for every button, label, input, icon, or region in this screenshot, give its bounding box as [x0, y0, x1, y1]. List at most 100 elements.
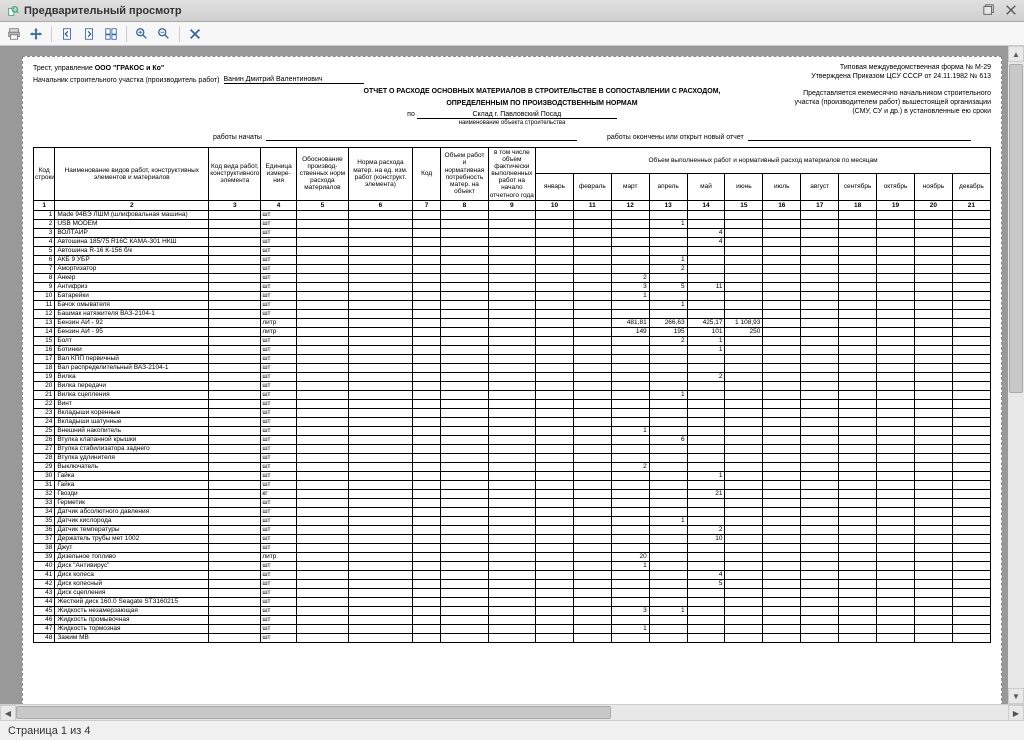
table-row: 18Вал распределительный ВАЗ-2104-1шт: [34, 363, 991, 372]
table-row: 1Made 94ВЭ ЛШМ (шлифовальная машина)шт: [34, 210, 991, 219]
col-month: август: [801, 174, 839, 201]
table-row: 47Жидкость тормознаяшт1: [34, 624, 991, 633]
col-months-header: Объем выполненных работ и нормативный ра…: [536, 147, 991, 173]
window-title: Предварительный просмотр: [24, 5, 982, 17]
table-row: 7Амортизаторшт2: [34, 264, 991, 273]
table-row: 38Джутшт: [34, 543, 991, 552]
table-row: 17Вал КПП первичныйшт: [34, 354, 991, 363]
col-number: 19: [877, 200, 915, 210]
col-month: июль: [763, 174, 801, 201]
col-number: 14: [687, 200, 725, 210]
col-ed: Единица измере- ния: [261, 147, 297, 200]
zoom-out-button[interactable]: [154, 24, 174, 44]
report-title-1: ОТЧЕТ О РАСХОДЕ ОСНОВНЫХ МАТЕРИАЛОВ В СТ…: [253, 88, 831, 96]
col-number: 15: [725, 200, 763, 210]
by-value: Склад г. Павловский Посад: [417, 111, 617, 119]
col-month: декабрь: [952, 174, 990, 201]
table-row: 37Держатель трубы мет 1002шт10: [34, 534, 991, 543]
header-note: участка (производителем работ) вышестоящ…: [794, 98, 991, 107]
scroll-down-arrow[interactable]: ▼: [1008, 688, 1024, 704]
table-row: 19Вилкашт2: [34, 372, 991, 381]
works-started-label: работы начаты: [213, 134, 262, 141]
table-row: 48Зажим МВшт: [34, 633, 991, 642]
col-number: 3: [209, 200, 261, 210]
app-icon: [6, 4, 20, 18]
table-row: 30Гайкашт1: [34, 471, 991, 480]
titlebar-buttons: [982, 4, 1018, 18]
table-row: 33Герметикшт: [34, 498, 991, 507]
col-rowno: Код строки: [34, 147, 55, 200]
col-number: 1: [34, 200, 55, 210]
hscroll-thumb[interactable]: [16, 706, 611, 719]
vscroll-thumb[interactable]: [1009, 64, 1023, 393]
table-row: 4Автошина 185/75 R16С КАМА-301 НКШшт4: [34, 237, 991, 246]
col-month: октябрь: [877, 174, 915, 201]
hscroll-track[interactable]: [16, 705, 1008, 720]
col-month: июнь: [725, 174, 763, 201]
toolbar: [0, 22, 1024, 46]
preview-window: Предварительный просмотр ▲ ▼: [0, 0, 1024, 740]
table-row: 45Жидкость незамерзающаяшт31: [34, 606, 991, 615]
header-note: Представляется ежемесячно начальником ст…: [794, 89, 991, 98]
table-row: 43Диск сцепленияшт: [34, 588, 991, 597]
scroll-up-arrow[interactable]: ▲: [1008, 46, 1024, 62]
col-number: 11: [573, 200, 611, 210]
table-row: 41Диск колесашт4: [34, 570, 991, 579]
table-row: 3ВОЛТАЙРшт4: [34, 228, 991, 237]
col-number: 21: [952, 200, 990, 210]
scroll-right-arrow[interactable]: ▶: [1008, 705, 1024, 721]
close-button[interactable]: [1004, 4, 1018, 18]
move-button[interactable]: [26, 24, 46, 44]
col-number: 8: [441, 200, 488, 210]
by-sub: наименование объекта строительства: [33, 120, 991, 126]
multi-page-button[interactable]: [101, 24, 121, 44]
col-name: Наименование видов работ, конструктивных…: [55, 147, 209, 200]
foreman-value: Ванин Дмитрий Валентинович: [224, 76, 364, 84]
report-title-2: ОПРЕДЕЛЕННЫМ ПО ПРОИЗВОДСТВЕННЫМ НОРМАМ: [253, 100, 831, 108]
scroll-left-arrow[interactable]: ◀: [0, 705, 16, 721]
header-right: Типовая междуведомственная форма № М-29 …: [794, 63, 991, 116]
table-row: 10Батарейкишт1: [34, 291, 991, 300]
table-body: 1Made 94ВЭ ЛШМ (шлифовальная машина)шт2U…: [34, 210, 991, 642]
print-button[interactable]: [4, 24, 24, 44]
zoom-in-button[interactable]: [132, 24, 152, 44]
close-preview-button[interactable]: [185, 24, 205, 44]
table-row: 44Жесткий диск 160.0 Seagate ST3160215шт: [34, 597, 991, 606]
table-row: 25Внешний накопительшт1: [34, 426, 991, 435]
col-number: 5: [296, 200, 348, 210]
statusbar: Страница 1 из 4: [0, 720, 1024, 740]
table-row: 22Винтшт: [34, 399, 991, 408]
preview-viewport[interactable]: ▲ ▼ Типовая междуведомственная форма № М…: [0, 46, 1024, 704]
prev-page-button[interactable]: [57, 24, 77, 44]
works-ended-value: [748, 132, 971, 141]
table-row: 40Диск "Антивирус"шт1: [34, 561, 991, 570]
vertical-scrollbar[interactable]: ▲ ▼: [1008, 46, 1024, 704]
next-page-button[interactable]: [79, 24, 99, 44]
header-note: (СМУ, СУ и др.) в установленные ею сроки: [794, 107, 991, 116]
col-month: ноябрь: [914, 174, 952, 201]
table-row: 13Бензин АИ - 92литр481,81266,63425,171 …: [34, 318, 991, 327]
horizontal-scrollbar[interactable]: ◀ ▶: [0, 704, 1024, 720]
table-row: 23Вкладыши коренныешт: [34, 408, 991, 417]
report-table: Код строки Наименование видов работ, кон…: [33, 147, 991, 643]
trust-label: Трест, управление: [33, 65, 93, 72]
col-number: 18: [839, 200, 877, 210]
titlebar: Предварительный просмотр: [0, 0, 1024, 22]
restore-button[interactable]: [982, 4, 996, 18]
table-row: 6АКБ 9 УБРшт1: [34, 255, 991, 264]
table-row: 42Диск колесныйшт5: [34, 579, 991, 588]
col-ob: Обоснование производ- ственных норм расх…: [296, 147, 348, 200]
col-month: март: [611, 174, 649, 201]
table-row: 36Датчик температурышт2: [34, 525, 991, 534]
col-month: сентябрь: [839, 174, 877, 201]
table-row: 21Вилка сцепленияшт1: [34, 390, 991, 399]
col-kv: Код вида работ, конструктивного элемента: [209, 147, 261, 200]
works-started-value: [266, 132, 577, 141]
table-row: 27Втулка стабилизатора заднегошт: [34, 444, 991, 453]
col-number: 6: [348, 200, 412, 210]
table-row: 14Бензин АИ - 95литр149195101250: [34, 327, 991, 336]
table-row: 31Гайкашт: [34, 480, 991, 489]
table-row: 11Бачок омывателяшт1: [34, 300, 991, 309]
table-row: 8Анкершт2: [34, 273, 991, 282]
col-number: 12: [611, 200, 649, 210]
